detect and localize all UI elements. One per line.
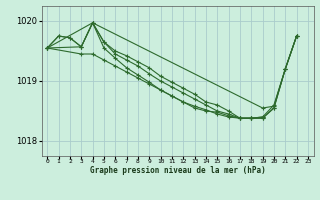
X-axis label: Graphe pression niveau de la mer (hPa): Graphe pression niveau de la mer (hPa) — [90, 166, 266, 175]
